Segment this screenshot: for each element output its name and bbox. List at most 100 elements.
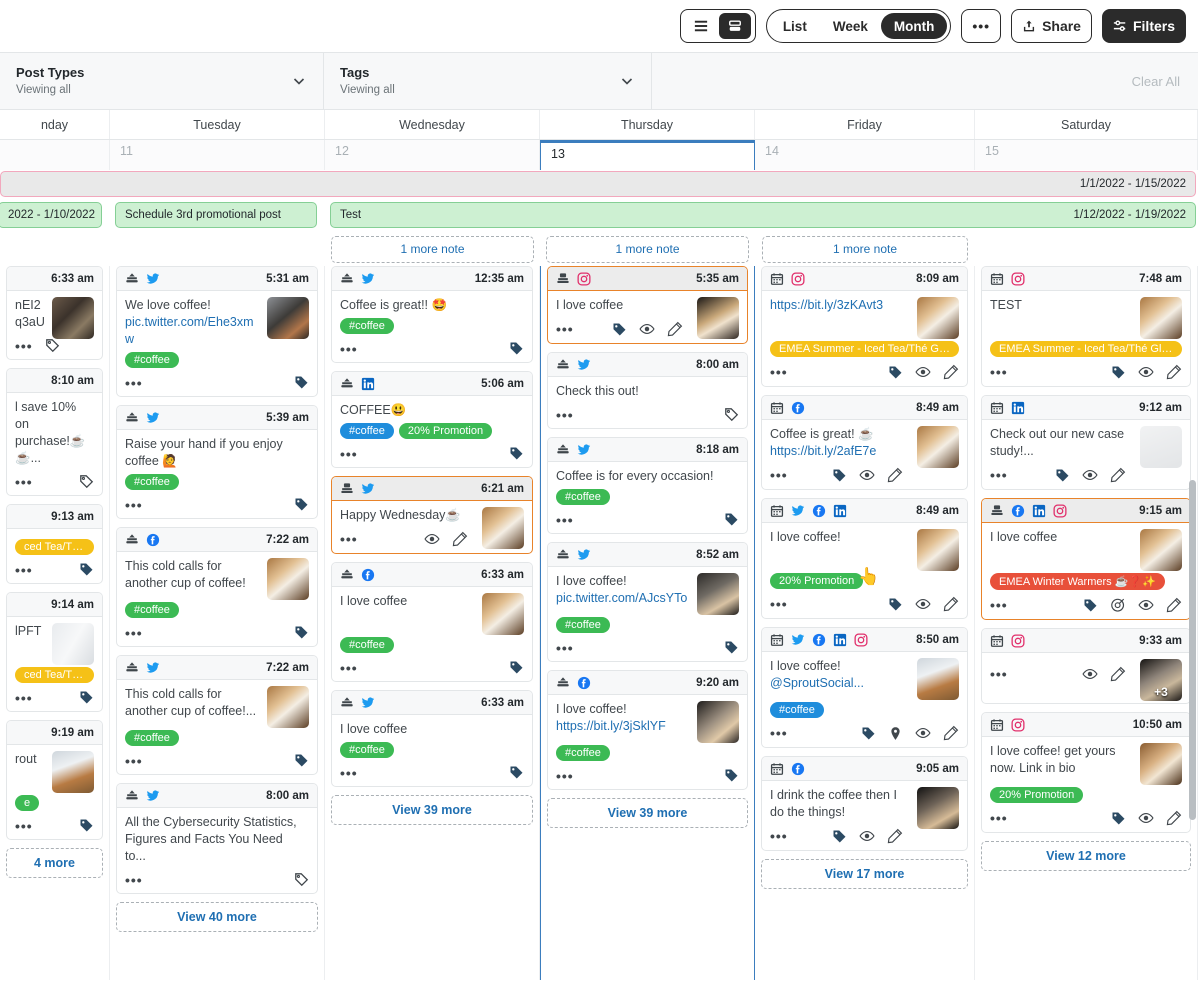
post-thumbnail[interactable] xyxy=(1140,743,1182,785)
date-cell-12[interactable]: 12 xyxy=(325,140,540,170)
post-menu-icon[interactable]: ••• xyxy=(770,725,788,741)
post-tag-chip[interactable]: #coffee xyxy=(125,474,179,490)
post-tag-chip[interactable]: #coffee xyxy=(340,637,394,653)
post-thumbnail[interactable] xyxy=(1140,426,1182,468)
post-tag-chip[interactable]: #coffee xyxy=(556,489,610,505)
tag-outline-icon[interactable] xyxy=(294,872,309,887)
post-thumbnail[interactable] xyxy=(52,751,94,793)
post-tag-chip[interactable]: EMEA Summer - Iced Tea/Thé Gla... xyxy=(770,341,959,357)
linkedin-icon[interactable] xyxy=(361,377,375,391)
eye-icon[interactable] xyxy=(1082,666,1098,682)
date-cell-13-today[interactable]: 13 xyxy=(540,140,755,170)
post-tag-chip[interactable]: #coffee xyxy=(340,423,394,439)
post-menu-icon[interactable]: ••• xyxy=(990,666,1008,682)
linkedin-icon[interactable] xyxy=(1032,504,1046,518)
tag-filled-icon[interactable] xyxy=(294,625,309,640)
eye-icon[interactable] xyxy=(859,467,875,483)
post-card[interactable]: 7:22 am This cold calls for another cup o… xyxy=(116,527,318,647)
twitter-icon[interactable] xyxy=(361,482,375,496)
calendar-icon[interactable] xyxy=(770,401,784,415)
publish-icon[interactable] xyxy=(125,661,139,675)
post-menu-icon[interactable]: ••• xyxy=(125,496,143,513)
post-card[interactable]: 8:52 am I love coffee! pic.twitter.com/AJc… xyxy=(547,542,748,662)
publish-icon[interactable] xyxy=(556,548,570,562)
pencil-icon[interactable] xyxy=(1110,467,1126,483)
tag-filled-icon[interactable] xyxy=(1055,468,1070,483)
publish-icon[interactable] xyxy=(340,377,354,391)
post-link[interactable]: pic.twitter.com/Ehe3xmw xyxy=(125,315,254,346)
post-card[interactable]: 9:20 am I love coffee! https://bit.ly/3jSk… xyxy=(547,670,748,790)
post-thumbnail[interactable] xyxy=(1140,529,1182,571)
post-link[interactable]: https://bit.ly/3jSklYF xyxy=(556,719,666,733)
post-thumbnail[interactable] xyxy=(482,507,524,549)
post-menu-icon[interactable]: ••• xyxy=(125,624,143,641)
calendar-icon[interactable] xyxy=(990,718,1004,732)
eye-icon[interactable] xyxy=(1138,597,1154,613)
post-menu-icon[interactable]: ••• xyxy=(340,445,358,462)
publish-icon[interactable] xyxy=(125,272,139,286)
post-card[interactable]: 7:48 am TEST EMEA Summer - Iced Tea/Thé Gl… xyxy=(981,266,1191,387)
tag-filled-icon[interactable] xyxy=(509,341,524,356)
range-option-week[interactable]: Week xyxy=(832,18,868,34)
post-menu-icon[interactable]: ••• xyxy=(340,340,358,357)
post-menu-icon[interactable]: ••• xyxy=(340,531,358,547)
post-menu-icon[interactable]: ••• xyxy=(990,364,1008,380)
eye-icon[interactable] xyxy=(1138,364,1154,380)
publish-icon[interactable] xyxy=(556,358,570,372)
post-tag-chip[interactable]: #coffee xyxy=(556,617,610,633)
view-more-button[interactable]: View 12 more xyxy=(981,841,1191,871)
campaign-bar-green-3[interactable]: Test 1/12/2022 - 1/19/2022 xyxy=(330,202,1196,228)
post-card[interactable]: 9:19 am rout e ••• xyxy=(6,720,103,840)
post-link[interactable]: pic.twitter.com/AJcsYTo xyxy=(556,591,688,605)
tag-filled-icon[interactable] xyxy=(724,768,739,783)
view-more-button[interactable]: 4 more xyxy=(6,848,103,878)
post-card[interactable]: 5:39 am Raise your hand if you enjoy coff… xyxy=(116,405,318,519)
campaign-bar-pink[interactable]: 1/1/2022 - 1/15/2022 xyxy=(0,171,1196,197)
instagram-icon[interactable] xyxy=(854,632,868,647)
calendar-icon[interactable] xyxy=(770,633,784,647)
tag-filled-icon[interactable] xyxy=(79,690,94,705)
post-tag-chip[interactable]: ced Tea/Thé Gla... xyxy=(15,539,94,555)
post-menu-icon[interactable]: ••• xyxy=(125,871,143,888)
post-menu-icon[interactable]: ••• xyxy=(770,828,788,844)
tag-filled-icon[interactable] xyxy=(509,765,524,780)
post-tag-chip[interactable]: 20% Promotion xyxy=(398,423,493,439)
pencil-icon[interactable] xyxy=(1166,810,1182,826)
pencil-icon[interactable] xyxy=(1110,666,1126,682)
date-cell-blank[interactable] xyxy=(0,140,110,170)
post-menu-icon[interactable]: ••• xyxy=(770,596,788,612)
post-thumbnail[interactable] xyxy=(267,297,309,339)
post-card[interactable]: 8:49 am I love coffee! 20% Promotion ••• xyxy=(761,498,968,619)
pencil-icon[interactable] xyxy=(1166,364,1182,380)
facebook-icon[interactable] xyxy=(791,401,805,415)
calendar-icon[interactable] xyxy=(770,272,784,286)
facebook-icon[interactable] xyxy=(361,568,375,582)
calendar-icon[interactable] xyxy=(990,401,1004,415)
filter-tags[interactable]: Tags Viewing all xyxy=(324,53,652,109)
tag-outline-icon[interactable] xyxy=(79,474,94,489)
pencil-icon[interactable] xyxy=(943,364,959,380)
pencil-icon[interactable] xyxy=(943,725,959,741)
tag-filled-icon[interactable] xyxy=(888,365,903,380)
tag-filled-icon[interactable] xyxy=(294,753,309,768)
post-card[interactable]: 9:13 am ced Tea/Thé Gla... ••• xyxy=(6,504,103,584)
instagram-icon[interactable] xyxy=(577,271,591,286)
post-menu-icon[interactable]: ••• xyxy=(125,752,143,769)
post-tag-chip[interactable]: 20% Promotion xyxy=(990,787,1084,803)
post-menu-icon[interactable]: ••• xyxy=(556,511,574,528)
chevron-down-icon[interactable] xyxy=(291,73,307,89)
post-card[interactable]: 10:50 am I love coffee! get yours now. Li… xyxy=(981,712,1191,833)
twitter-icon[interactable] xyxy=(146,272,160,286)
twitter-icon[interactable] xyxy=(577,443,591,457)
date-cell-15[interactable]: 15 xyxy=(975,140,1198,170)
post-card[interactable]: 6:33 am I love coffee #coffee ••• xyxy=(331,690,533,787)
post-menu-icon[interactable]: ••• xyxy=(340,764,358,781)
post-tag-chip[interactable]: #coffee xyxy=(125,352,179,368)
twitter-icon[interactable] xyxy=(791,633,805,647)
target-icon[interactable] xyxy=(1110,597,1126,613)
post-card[interactable]: 8:09 am https://bit.ly/3zKAvt3 EMEA Summer… xyxy=(761,266,968,387)
tag-filled-icon[interactable] xyxy=(294,497,309,512)
tag-filled-icon[interactable] xyxy=(79,562,94,577)
post-tag-chip[interactable]: e xyxy=(15,795,40,811)
eye-icon[interactable] xyxy=(639,321,655,337)
